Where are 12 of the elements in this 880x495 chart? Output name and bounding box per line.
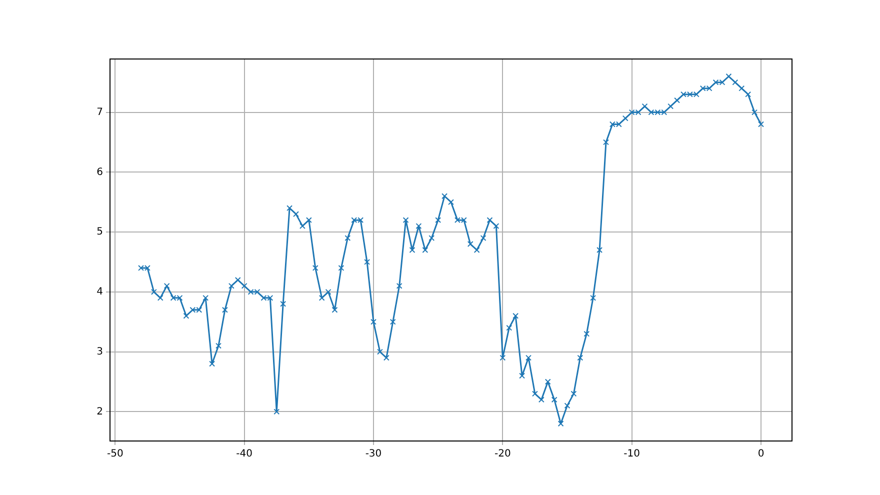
- y-tick-label: 2: [96, 406, 103, 418]
- x-tick-label: -50: [106, 448, 124, 460]
- x-tick-label: -10: [624, 448, 640, 460]
- y-tick-label: 6: [96, 166, 103, 178]
- y-tick-label: 3: [96, 346, 103, 358]
- x-tick-label: -20: [494, 448, 511, 460]
- x-tick-label: -40: [236, 448, 253, 460]
- x-tick-label: -30: [365, 448, 382, 460]
- y-tick-label: 4: [96, 286, 103, 298]
- y-tick-label: 7: [96, 106, 103, 118]
- y-tick-label: 5: [96, 226, 103, 238]
- x-tick-label: 0: [758, 448, 764, 460]
